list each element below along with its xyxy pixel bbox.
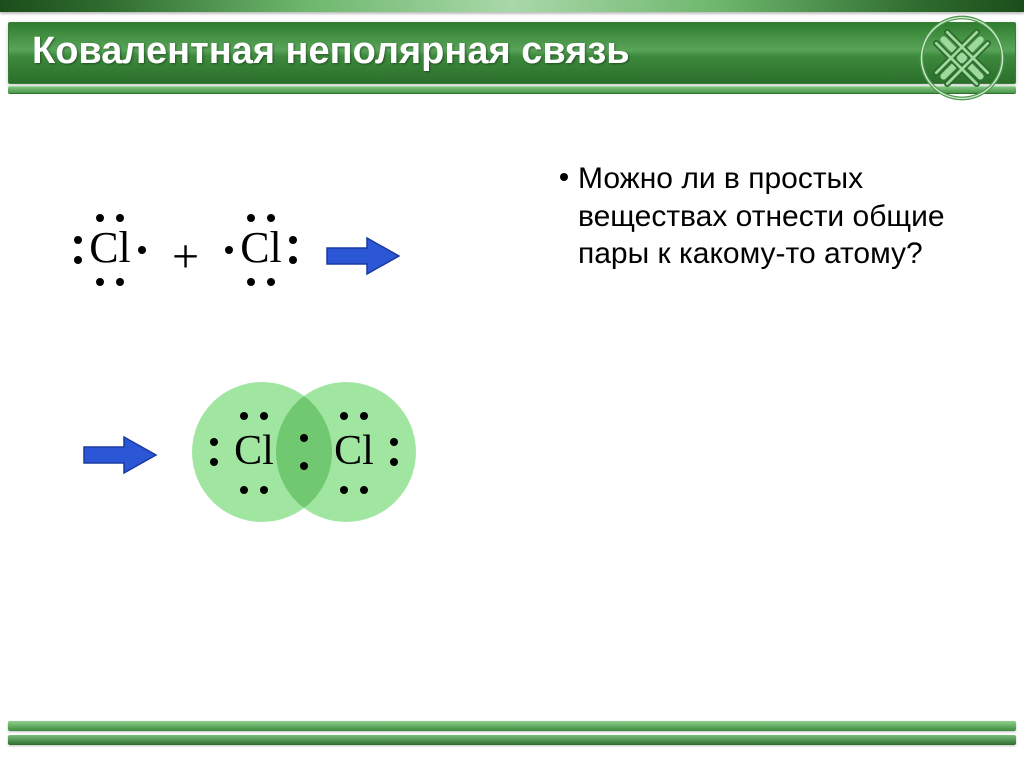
- lewis-cl-left: Cl: [60, 200, 160, 312]
- svg-text:Cl: Cl: [334, 428, 374, 474]
- arrow-right-icon: [80, 433, 160, 477]
- arrow-right-icon: [323, 234, 403, 278]
- bottom-rail-upper: [8, 721, 1016, 731]
- diagram-area: Cl + Cl: [40, 160, 500, 537]
- bullet-text: Можно ли в простых веществах отнести общ…: [578, 160, 980, 273]
- element-symbol: Cl: [240, 223, 282, 272]
- bullet-item: Можно ли в простых веществах отнести общ…: [560, 160, 980, 273]
- product-row: Cl Cl: [80, 372, 500, 537]
- reactants-row: Cl + Cl: [60, 200, 500, 312]
- bottom-bar: [8, 721, 1016, 751]
- top-gradient: [0, 0, 1024, 12]
- element-symbol: Cl: [89, 223, 131, 272]
- title-band: Ковалентная неполярная связь: [8, 16, 1016, 94]
- svg-text:Cl: Cl: [234, 428, 274, 474]
- text-area: Можно ли в простых веществах отнести общ…: [560, 160, 980, 273]
- cl2-molecule: Cl Cl: [174, 372, 434, 537]
- knot-logo-icon: [916, 12, 1008, 104]
- top-bar: [0, 0, 1024, 12]
- title-underline-rail: [8, 86, 1016, 94]
- lewis-cl-right: Cl: [211, 200, 311, 312]
- page-title: Ковалентная неполярная связь: [32, 30, 630, 73]
- bottom-rail-lower: [8, 735, 1016, 745]
- slide: Ковалентная неполярная связь: [0, 0, 1024, 767]
- bullet-dot-icon: [560, 173, 568, 181]
- plus-sign: +: [172, 229, 199, 284]
